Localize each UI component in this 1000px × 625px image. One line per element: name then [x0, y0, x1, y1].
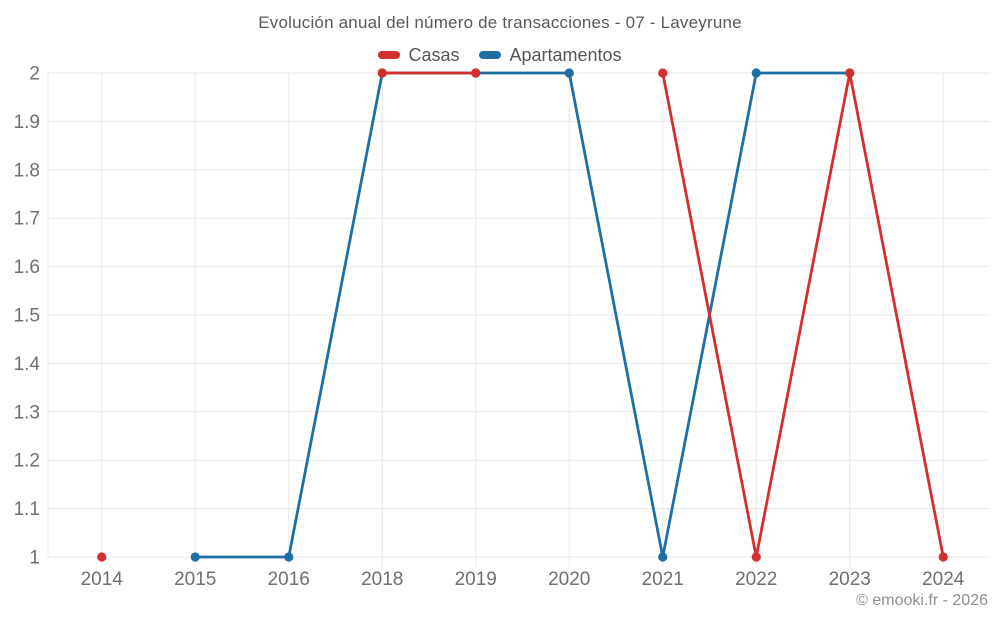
y-tick-label: 1.1	[14, 499, 40, 520]
x-tick-label: 2024	[922, 569, 965, 590]
series-line-casas	[661, 71, 945, 559]
x-tick-label: 2022	[735, 569, 777, 590]
x-tick-label: 2021	[642, 569, 684, 590]
y-tick-label: 1.3	[14, 402, 40, 423]
y-tick-label: 1	[29, 548, 40, 569]
legend-item-apartamentos[interactable]: Apartamentos	[479, 44, 622, 66]
y-tick-label: 1.6	[14, 257, 40, 278]
x-tick-label: 2020	[548, 569, 590, 590]
data-point-apartamentos-2016[interactable]	[284, 552, 294, 562]
data-point-apartamentos-2022[interactable]	[751, 68, 761, 78]
x-tick-label: 2015	[174, 569, 216, 590]
data-point-casas-2021[interactable]	[658, 68, 668, 78]
legend: Casas Apartamentos	[0, 44, 1000, 66]
legend-swatch-casas	[378, 51, 401, 59]
x-tick-label: 2016	[268, 569, 310, 590]
x-tick-label: 2019	[455, 569, 497, 590]
data-point-apartamentos-2020[interactable]	[564, 68, 574, 78]
series-line-apartamentos	[193, 71, 852, 559]
data-point-apartamentos-2021[interactable]	[658, 552, 668, 562]
y-tick-label: 1.4	[14, 354, 41, 375]
data-point-casas-2022[interactable]	[751, 552, 761, 562]
legend-swatch-apartamentos	[479, 51, 502, 59]
y-tick-label: 1.2	[14, 451, 40, 472]
data-point-casas-2019[interactable]	[471, 68, 481, 78]
y-tick-label: 1.8	[14, 160, 40, 181]
y-tick-label: 1.7	[14, 209, 40, 230]
legend-item-casas[interactable]: Casas	[378, 45, 459, 66]
data-point-casas-2018[interactable]	[377, 68, 387, 78]
chart-title: Evolución anual del número de transaccio…	[258, 13, 742, 32]
y-tick-label: 2	[29, 64, 40, 85]
legend-label-apartamentos: Apartamentos	[509, 44, 622, 65]
legend-label-casas: Casas	[408, 44, 460, 65]
x-tick-label: 2018	[361, 569, 403, 590]
data-point-casas-2023[interactable]	[845, 68, 855, 78]
data-point-casas-2024[interactable]	[938, 552, 948, 562]
y-tick-label: 1.5	[14, 306, 40, 327]
x-tick-label: 2014	[81, 569, 124, 590]
y-tick-label: 1.9	[14, 112, 40, 133]
data-point-casas-2014[interactable]	[97, 552, 107, 562]
watermark-credits: © emooki.fr - 2026	[856, 592, 988, 609]
data-point-apartamentos-2015[interactable]	[190, 552, 200, 562]
x-tick-label: 2023	[829, 569, 871, 590]
